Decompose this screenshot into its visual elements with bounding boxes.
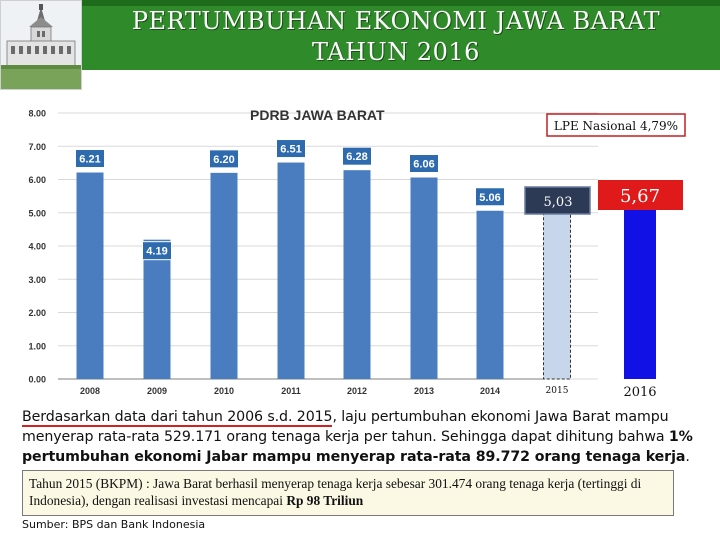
chart-background: [22, 102, 607, 404]
bar-2013: [410, 177, 438, 379]
header-band: [0, 0, 720, 70]
data-label: 6.06: [413, 159, 434, 171]
data-label-bg-2016: [598, 180, 683, 210]
data-label-2016: 5,67: [620, 186, 660, 207]
x-tick-2009: 2009: [147, 386, 167, 396]
chart-title: PDRB JAWA BARAT: [250, 107, 385, 123]
header-band-accent: [0, 0, 720, 6]
note-text: Tahun 2015 (BKPM) : Jawa Barat berhasil …: [29, 476, 642, 508]
x-tick-2016: 2016: [623, 385, 656, 400]
data-label-bg: [342, 146, 372, 166]
bkpm-note-box: Tahun 2015 (BKPM) : Jawa Barat berhasil …: [22, 470, 674, 516]
y-tick-label: 4.00: [28, 242, 46, 252]
x-tick-2015: 2015: [546, 386, 569, 396]
title-line-1: PERTUMBUHAN EKONOMI JAWA BARAT: [131, 7, 661, 35]
chart-data-labels: 6.21 4.19 6.20 6.51 6.28 6.06 5.06 5,03 5,67: [75, 139, 683, 261]
gedung-sate-logo: [0, 0, 82, 90]
data-label: 4.19: [146, 246, 167, 258]
data-label: 6.28: [346, 151, 367, 163]
paragraph-end: .: [685, 449, 690, 465]
data-label-2015: 5,03: [544, 195, 573, 210]
x-tick-2008: 2008: [80, 386, 100, 396]
bar-2014: [476, 210, 504, 379]
chart-gridlines: [58, 112, 598, 380]
x-axis-ticks: 2008 2009 2010 2011 2012 2013 2014 2015 2016: [80, 385, 657, 400]
bar-2011: [277, 162, 305, 379]
data-label: 5.06: [479, 192, 500, 204]
paragraph-body: , laju pertumbuhan ekonomi Jawa Barat ma…: [22, 409, 669, 445]
y-tick-label: 2.00: [28, 308, 46, 318]
data-label: 6.21: [79, 154, 100, 166]
x-tick-2011: 2011: [281, 386, 301, 396]
y-tick-label: 5.00: [28, 208, 46, 218]
x-tick-2010: 2010: [214, 386, 234, 396]
y-tick-label: 3.00: [28, 275, 46, 285]
title-line-2: TAHUN 2016: [312, 38, 480, 66]
pdrb-bar-chart: 0.00 1.00 2.00 3.00 4.00 5.00 6.00 7.00 8.00 6.2…: [28, 107, 686, 400]
data-label-bg: [475, 187, 505, 207]
bar-2010: [210, 172, 238, 379]
data-label: 6.20: [213, 154, 234, 166]
y-tick-label: 6.00: [28, 175, 46, 185]
data-label-bg: [142, 241, 172, 261]
note-bold-investment: Rp 98 Triliun: [286, 493, 364, 508]
source-caption: Sumber: BPS dan Bank Indonesia: [22, 518, 206, 531]
data-label-bg-2015: [524, 186, 591, 215]
y-tick-label: 0.00: [28, 375, 46, 385]
bar-2009: [143, 239, 171, 379]
bar-2016: [624, 190, 656, 379]
x-tick-2013: 2013: [414, 386, 434, 396]
paragraph-underlined-phrase: Berdasarkan data dari tahun 2006 s.d. 20…: [22, 409, 333, 427]
lpe-nasional-annotation: LPE Nasional 4,79%: [546, 113, 686, 137]
data-label-bg: [276, 139, 306, 159]
bar-2008: [76, 172, 104, 379]
x-tick-2012: 2012: [347, 386, 367, 396]
data-label-bg: [75, 149, 105, 169]
summary-paragraph: Berdasarkan data dari tahun 2006 s.d. 20…: [22, 407, 702, 467]
y-tick-label: 8.00: [28, 109, 46, 119]
data-label-bg: [209, 149, 239, 169]
bar-2012: [343, 170, 371, 379]
data-label: 6.51: [280, 144, 301, 156]
y-tick-label: 1.00: [28, 341, 46, 351]
gedung-sate-icon: [1, 1, 81, 89]
y-tick-label: 7.00: [28, 142, 46, 152]
paragraph-bold-phrase: 1% pertumbuhan ekonomi Jabar mampu menye…: [22, 429, 693, 465]
bar-2015: [543, 211, 571, 380]
chart-bars: [76, 162, 656, 380]
x-tick-2014: 2014: [480, 386, 500, 396]
data-label-bg: [409, 154, 439, 174]
y-axis-ticks: 0.00 1.00 2.00 3.00 4.00 5.00 6.00 7.00 8.00: [28, 109, 46, 385]
lpe-nasional-label: LPE Nasional 4,79%: [554, 119, 678, 133]
page-title: PERTUMBUHAN EKONOMI JAWA BARAT TAHUN 201…: [96, 6, 696, 68]
